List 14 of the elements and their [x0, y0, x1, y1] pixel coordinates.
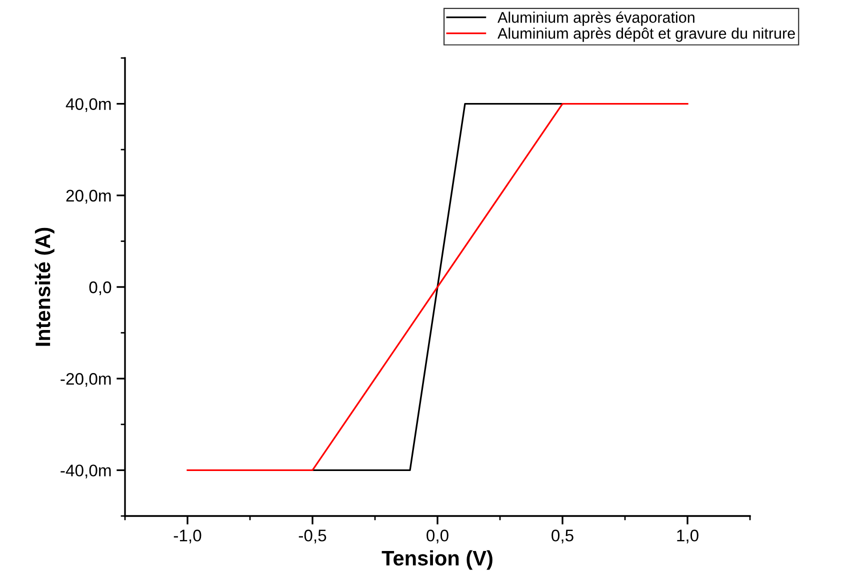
- y-tick-label: 0,0: [89, 281, 112, 296]
- x-tick-label: 0,0: [426, 530, 448, 544]
- x-tick-label: -1,0: [174, 530, 202, 544]
- x-tick-label: 1,0: [677, 530, 698, 544]
- legend-label: Aluminium après dépôt et gravure du nitrure: [498, 27, 795, 42]
- x-tick-label: -0,5: [298, 530, 326, 544]
- legend-label: Aluminium après évaporation: [498, 11, 694, 26]
- y-tick-label: -40,0m: [60, 464, 111, 478]
- y-tick-label: 40,0m: [66, 98, 111, 112]
- y-axis-title: Intensité (A): [34, 228, 54, 346]
- y-tick-label: -20,0m: [60, 373, 111, 387]
- y-tick-label: 20,0m: [66, 190, 111, 204]
- x-axis-title: Tension (V): [382, 550, 492, 570]
- x-tick-label: 0,5: [552, 530, 574, 544]
